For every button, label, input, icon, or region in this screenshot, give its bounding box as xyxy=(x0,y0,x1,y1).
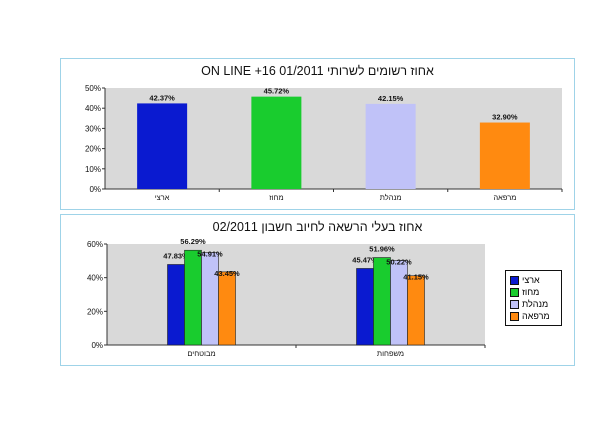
x-tick-label: ארצי xyxy=(155,193,170,202)
legend-swatch xyxy=(510,276,519,285)
y-tick-label: 10% xyxy=(85,165,101,174)
data-label: 42.15% xyxy=(378,94,404,103)
bar xyxy=(365,103,416,189)
chart-panel-registration: אחוז רשומים לשרותי ON LINE +16 01/2011 0… xyxy=(60,58,575,210)
legend-label: מרפאה xyxy=(522,311,550,321)
bar xyxy=(184,249,202,346)
bar xyxy=(201,252,219,346)
data-label: 50.22% xyxy=(386,257,412,266)
chart-title: אחוז רשומים לשרותי ON LINE +16 01/2011 xyxy=(201,64,434,78)
y-tick-label: 30% xyxy=(85,124,101,133)
legend-label: מחוז xyxy=(522,287,540,297)
y-tick-label: 50% xyxy=(85,84,101,93)
bar xyxy=(137,103,188,189)
data-label: 56.29% xyxy=(180,237,206,246)
bar xyxy=(479,122,530,189)
bar xyxy=(167,264,185,346)
legend-label: מנהלת xyxy=(522,299,549,309)
y-tick-label: 40% xyxy=(87,274,103,283)
data-label: 47.83% xyxy=(163,251,189,260)
bar xyxy=(251,96,302,189)
bar-chart-billing: 0% 20% 40% 60% 47.83% 56.29% 54.91% 43.45% מבוטח… xyxy=(87,237,486,358)
chart-panel-billing: אחוז בעלי הרשאה לחיוב חשבון 02/2011 0% 20… xyxy=(60,214,575,366)
x-tick-label: מנהלת xyxy=(380,193,402,202)
y-tick-label: 40% xyxy=(85,104,101,113)
legend-swatch xyxy=(510,312,519,321)
chart-title: אחוז בעלי הרשאה לחיוב חשבון 02/2011 xyxy=(212,220,423,234)
bar xyxy=(356,268,374,346)
data-label: 45.72% xyxy=(264,87,290,96)
x-tick-label: מחוז xyxy=(269,193,283,202)
x-tick-label: מרפאה xyxy=(493,193,516,202)
bar xyxy=(218,271,236,346)
data-label: 45.47% xyxy=(352,255,378,264)
y-tick-label: 60% xyxy=(87,240,103,249)
y-tick-label: 0% xyxy=(89,185,101,194)
legend-swatch xyxy=(510,288,519,297)
data-label: 43.45% xyxy=(214,269,240,278)
legend-swatch xyxy=(510,300,519,309)
y-tick-label: 0% xyxy=(91,341,103,350)
bar-chart-registration: 0% 10% 20% 30% 40% 50% 42.37% ארצי 45.72% מחוז 42.… xyxy=(85,84,563,202)
data-label: 42.37% xyxy=(149,93,175,102)
x-tick-label: משפחות xyxy=(377,349,404,358)
chart-legend: ארצי מחוז מנהלת מרפאה xyxy=(505,270,562,326)
data-label: 54.91% xyxy=(197,250,223,259)
y-tick-label: 20% xyxy=(85,145,101,154)
bar xyxy=(407,275,425,346)
legend-label: ארצי xyxy=(522,275,540,285)
data-label: 41.15% xyxy=(403,273,429,282)
bar xyxy=(373,257,391,346)
data-label: 32.90% xyxy=(492,113,518,122)
data-label: 51.96% xyxy=(369,245,395,254)
y-tick-label: 20% xyxy=(87,307,103,316)
x-tick-label: מבוטחים xyxy=(187,349,215,358)
